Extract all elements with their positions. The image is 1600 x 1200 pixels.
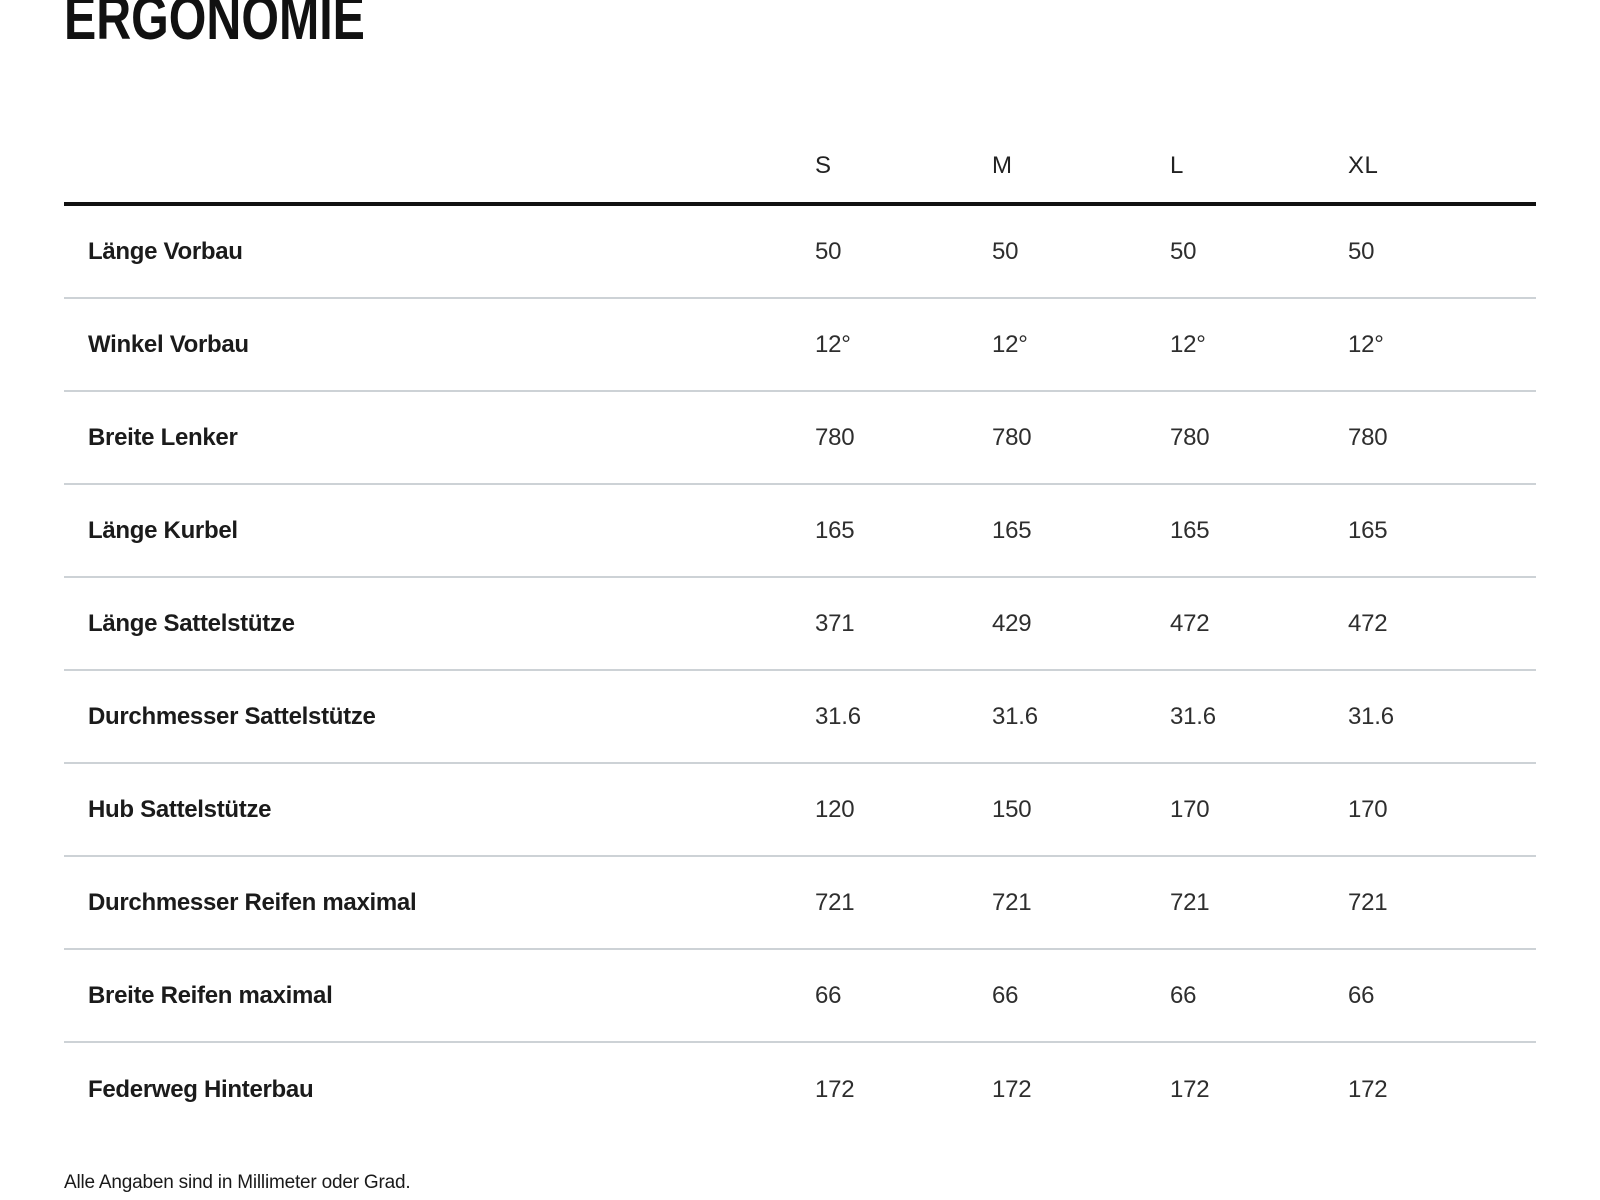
cell-value: 780 [1348, 423, 1388, 451]
cell-value: 172 [1348, 1075, 1388, 1103]
cell-value: 721 [992, 888, 1032, 916]
cell-value: 780 [992, 423, 1032, 451]
size-header-row: S M L XL [64, 130, 1536, 206]
cell-value: 472 [1348, 609, 1388, 637]
cell-value: 172 [992, 1075, 1032, 1103]
table-row: Länge Kurbel 165 165 165 165 [64, 485, 1536, 578]
table-row: Breite Reifen maximal 66 66 66 66 [64, 950, 1536, 1043]
cell-value: 66 [1348, 981, 1375, 1009]
table-row: Winkel Vorbau 12° 12° 12° 12° [64, 299, 1536, 392]
cell-value: 12° [1170, 330, 1206, 358]
cell-value: 165 [815, 516, 855, 544]
cell-value: 780 [1170, 423, 1210, 451]
row-label: Hub Sattelstütze [88, 795, 272, 823]
row-label: Durchmesser Sattelstütze [88, 702, 376, 730]
cell-value: 120 [815, 795, 855, 823]
cell-value: 172 [815, 1075, 855, 1103]
cell-value: 150 [992, 795, 1032, 823]
cell-value: 31.6 [992, 702, 1038, 730]
cell-value: 66 [1170, 981, 1197, 1009]
table-row: Länge Vorbau 50 50 50 50 [64, 206, 1536, 299]
cell-value: 12° [815, 330, 851, 358]
row-label: Durchmesser Reifen maximal [88, 888, 417, 916]
cell-value: 172 [1170, 1075, 1210, 1103]
cell-value: 50 [992, 237, 1019, 265]
table-row: Breite Lenker 780 780 780 780 [64, 392, 1536, 485]
cell-value: 31.6 [1348, 702, 1394, 730]
page-title: ERGONOMIE [64, 0, 365, 53]
row-label: Winkel Vorbau [88, 330, 249, 358]
cell-value: 50 [1348, 237, 1375, 265]
size-header-s: S [815, 152, 832, 179]
cell-value: 165 [1170, 516, 1210, 544]
cell-value: 472 [1170, 609, 1210, 637]
table-row: Durchmesser Reifen maximal 721 721 721 7… [64, 857, 1536, 950]
cell-value: 165 [1348, 516, 1388, 544]
units-footnote: Alle Angaben sind in Millimeter oder Gra… [64, 1172, 411, 1193]
cell-value: 165 [992, 516, 1032, 544]
cell-value: 66 [992, 981, 1019, 1009]
cell-value: 721 [815, 888, 855, 916]
row-label: Länge Vorbau [88, 237, 243, 265]
table-row: Länge Sattelstütze 371 429 472 472 [64, 578, 1536, 671]
cell-value: 721 [1348, 888, 1388, 916]
row-label: Breite Reifen maximal [88, 981, 333, 1009]
size-header-l: L [1170, 152, 1184, 179]
cell-value: 371 [815, 609, 855, 637]
cell-value: 170 [1170, 795, 1210, 823]
size-header-xl: XL [1348, 152, 1379, 179]
row-label: Länge Kurbel [88, 516, 238, 544]
cell-value: 66 [815, 981, 842, 1009]
row-label: Federweg Hinterbau [88, 1075, 314, 1103]
cell-value: 12° [992, 330, 1028, 358]
cell-value: 780 [815, 423, 855, 451]
cell-value: 31.6 [1170, 702, 1216, 730]
row-label: Länge Sattelstütze [88, 609, 295, 637]
cell-value: 170 [1348, 795, 1388, 823]
spec-table: S M L XL Länge Vorbau 50 50 50 50 Winkel… [64, 130, 1536, 1136]
table-row: Federweg Hinterbau 172 172 172 172 [64, 1043, 1536, 1136]
cell-value: 50 [1170, 237, 1197, 265]
table-row: Hub Sattelstütze 120 150 170 170 [64, 764, 1536, 857]
row-label: Breite Lenker [88, 423, 238, 451]
cell-value: 429 [992, 609, 1032, 637]
cell-value: 721 [1170, 888, 1210, 916]
cell-value: 31.6 [815, 702, 861, 730]
cell-value: 50 [815, 237, 842, 265]
cell-value: 12° [1348, 330, 1384, 358]
size-header-m: M [992, 152, 1013, 179]
table-row: Durchmesser Sattelstütze 31.6 31.6 31.6 … [64, 671, 1536, 764]
